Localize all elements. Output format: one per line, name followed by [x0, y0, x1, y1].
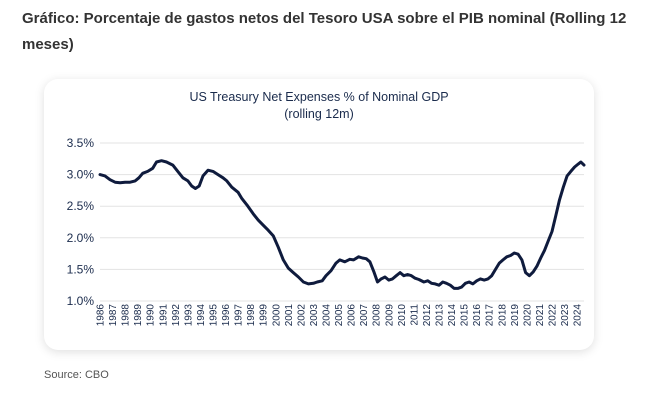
x-tick-label: 2006 — [347, 304, 358, 327]
chart-title-block: US Treasury Net Expenses % of Nominal GD… — [44, 89, 594, 123]
x-tick-label: 2020 — [522, 304, 533, 327]
x-tick-label: 1990 — [146, 304, 157, 327]
x-tick-label: 1993 — [183, 304, 194, 327]
x-tick-label: 2021 — [535, 304, 546, 327]
x-tick-label: 2014 — [447, 304, 458, 327]
x-tick-label: 1992 — [171, 304, 182, 327]
x-tick-label: 1997 — [234, 304, 245, 327]
x-tick-label: 2018 — [497, 304, 508, 327]
chart-card: US Treasury Net Expenses % of Nominal GD… — [44, 79, 594, 350]
x-tick-label: 1989 — [133, 304, 144, 327]
x-tick-label: 1991 — [158, 304, 169, 327]
x-tick-label: 2023 — [560, 304, 571, 327]
x-tick-label: 2017 — [485, 304, 496, 327]
x-tick-label: 2001 — [284, 304, 295, 327]
x-tick-label: 2005 — [334, 304, 345, 327]
x-tick-label: 2015 — [460, 304, 471, 327]
x-tick-label: 2010 — [397, 304, 408, 327]
x-tick-label: 1996 — [221, 304, 232, 327]
y-tick-label: 2.0% — [67, 231, 95, 245]
y-tick-label: 3.0% — [67, 168, 95, 182]
x-tick-label: 2019 — [510, 304, 521, 327]
x-tick-label: 2013 — [434, 304, 445, 327]
y-tick-label: 2.5% — [67, 199, 95, 213]
x-tick-label: 2012 — [422, 304, 433, 327]
series-line — [98, 159, 586, 290]
y-tick-label: 3.5% — [67, 136, 95, 150]
x-tick-label: 1999 — [259, 304, 270, 327]
x-tick-label: 2003 — [309, 304, 320, 327]
x-tick-label: 2024 — [573, 304, 584, 327]
x-tick-label: 2000 — [271, 304, 282, 327]
figure-caption: Gráfico: Porcentaje de gastos netos del … — [22, 10, 627, 53]
chart-subtitle: (rolling 12m) — [284, 107, 354, 121]
x-tick-label: 2022 — [547, 304, 558, 327]
x-tick-label: 1986 — [96, 304, 107, 327]
chart-title: US Treasury Net Expenses % of Nominal GD… — [189, 90, 449, 104]
x-tick-label: 2004 — [321, 304, 332, 327]
x-tick-label: 1995 — [208, 304, 219, 327]
x-tick-label: 1994 — [196, 304, 207, 327]
x-tick-label: 2007 — [359, 304, 370, 327]
x-tick-label: 2011 — [409, 304, 420, 326]
x-tick-label: 1988 — [121, 304, 132, 327]
x-tick-label: 1998 — [246, 304, 257, 327]
y-tick-label: 1.0% — [67, 294, 95, 308]
x-tick-label: 2002 — [296, 304, 307, 327]
x-tick-label: 2008 — [372, 304, 383, 327]
x-tick-label: 2009 — [384, 304, 395, 327]
source-note: Source: CBO — [44, 369, 109, 381]
line-chart: 3.5% 3.0% 2.5% 2.0% 1.5% 1.0%1986 1987 1988 1989… — [67, 136, 586, 327]
x-tick-label: 2016 — [472, 304, 483, 327]
x-tick-label: 1987 — [108, 304, 119, 327]
y-tick-label: 1.5% — [67, 262, 95, 276]
